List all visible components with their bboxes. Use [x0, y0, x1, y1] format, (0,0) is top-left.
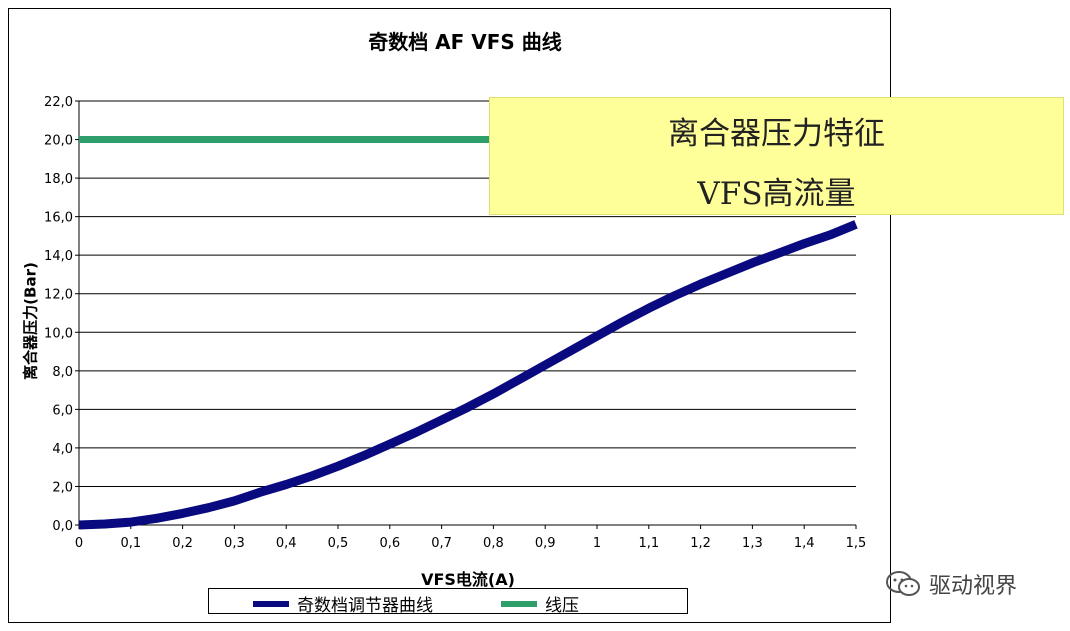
x-tick-label: 0,8 [483, 536, 504, 551]
y-axis-ticks: 0,0 2,0 4,0 6,0 8,0 10,0 12,0 14,0 16,0 18,0 20,0 2… [44, 95, 79, 534]
y-tick-label: 14,0 [44, 249, 73, 264]
legend: 奇数档调节器曲线 线压 [208, 588, 688, 616]
y-tick-label: 6,0 [52, 403, 73, 418]
y-axis-title: 离合器压力(Bar) [21, 262, 40, 380]
x-tick-label: 1 [593, 536, 601, 551]
x-tick-label: 0,4 [276, 536, 297, 551]
series-regulator-line [78, 220, 858, 530]
x-axis-title: VFS电流(A) [421, 570, 515, 589]
x-tick-label: 1,2 [690, 536, 711, 551]
y-tick-label: 8,0 [52, 365, 73, 380]
x-tick-label: 0,6 [379, 536, 400, 551]
legend-label-regulator: 奇数档调节器曲线 [297, 596, 433, 616]
y-tick-label: 12,0 [44, 288, 73, 303]
x-tick-label: 0 [75, 536, 83, 551]
x-tick-label: 1,1 [638, 536, 659, 551]
series-group [78, 136, 858, 530]
x-tick-label: 0,1 [120, 536, 141, 551]
x-tick-label: 0,9 [535, 536, 556, 551]
chart-title: 奇数档 AF VFS 曲线 [368, 30, 562, 54]
callout-box: 离合器压力特征 VFS高流量 [489, 97, 1064, 215]
y-tick-label: 22,0 [44, 95, 73, 110]
y-tick-label: 10,0 [44, 326, 73, 341]
watermark-text: 驱动视界 [929, 574, 1018, 599]
watermark: 驱动视界 [885, 568, 1017, 600]
legend-item-line-pressure: 线压 [501, 591, 579, 616]
x-tick-label: 0,3 [224, 536, 245, 551]
y-tick-label: 16,0 [44, 211, 73, 226]
x-tick-label: 1,5 [846, 536, 867, 551]
x-axis-ticks: 0 0,1 0,2 0,3 0,4 0,5 0,6 0,7 0,8 0,9 1 1,1 1,2 1,3 1,… [75, 525, 866, 551]
x-tick-label: 0,7 [431, 536, 452, 551]
callout-line1: 离合器压力特征 [668, 116, 885, 152]
x-tick-label: 1,3 [742, 536, 763, 551]
y-tick-label: 18,0 [44, 172, 73, 187]
legend-swatch-regulator [253, 600, 289, 607]
y-tick-label: 4,0 [52, 442, 73, 457]
wechat-icon [886, 571, 920, 596]
y-tick-label: 20,0 [44, 134, 73, 149]
y-tick-label: 2,0 [52, 480, 73, 495]
x-tick-label: 0,2 [172, 536, 193, 551]
legend-swatch-line-pressure [501, 600, 537, 607]
x-tick-label: 0,5 [328, 536, 349, 551]
x-tick-label: 1,4 [794, 536, 815, 551]
y-tick-label: 0,0 [52, 519, 73, 534]
legend-label-line-pressure: 线压 [545, 596, 579, 616]
callout-line2: VFS高流量 [697, 176, 856, 212]
legend-item-regulator: 奇数档调节器曲线 [253, 591, 433, 616]
